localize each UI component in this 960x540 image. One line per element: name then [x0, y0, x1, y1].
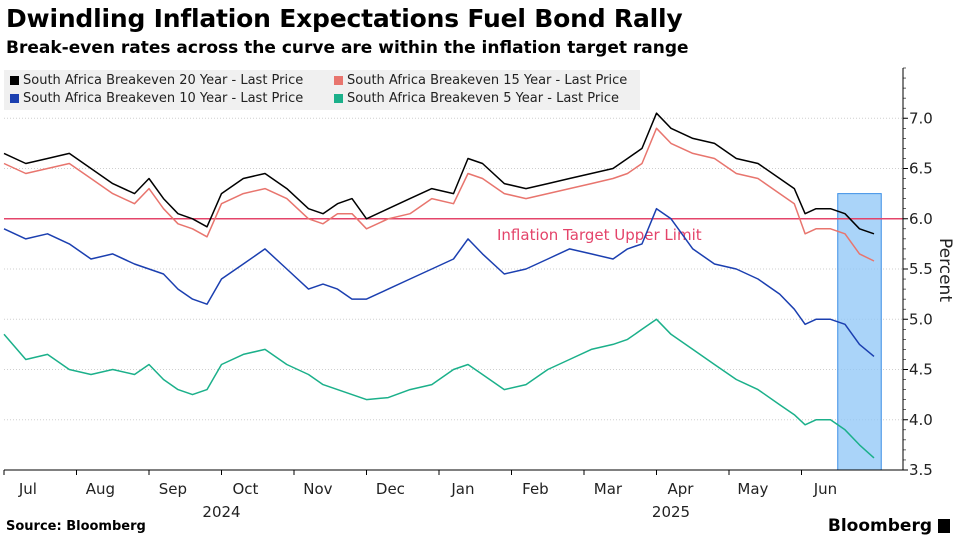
legend: South Africa Breakeven 20 Year - Last Pr…: [4, 70, 640, 110]
series-line: [3, 318, 875, 459]
highlight-box: [837, 193, 882, 471]
y-tick-label: 6.0: [909, 210, 933, 228]
series-line: [3, 207, 875, 357]
x-tick-label: Oct: [232, 480, 258, 498]
x-tick-label: Nov: [303, 480, 332, 498]
y-tick-label: 4.0: [909, 411, 933, 429]
y-tick-label: 3.5: [909, 461, 933, 479]
legend-label-20y: South Africa Breakeven 20 Year - Last Pr…: [23, 73, 304, 88]
x-tick-label: Aug: [86, 480, 115, 498]
legend-label-10y: South Africa Breakeven 10 Year - Last Pr…: [23, 91, 304, 106]
legend-item-20y: South Africa Breakeven 20 Year - Last Pr…: [10, 73, 303, 88]
x-tick-label: Dec: [376, 480, 405, 498]
x-tick-label: Mar: [594, 480, 623, 498]
legend-item-5y: South Africa Breakeven 5 Year - Last Pri…: [334, 91, 619, 106]
y-tick-label: 6.5: [909, 160, 933, 178]
x-tick-label: May: [737, 480, 768, 498]
x-tick-label: Sep: [159, 480, 187, 498]
y-axis-label: Percent: [935, 238, 955, 302]
chart-subtitle: Break-even rates across the curve are wi…: [6, 38, 689, 58]
series-line: [3, 112, 875, 235]
brand-terminal-icon: [938, 519, 950, 533]
x-tick-label: Jan: [450, 480, 474, 498]
series-line: [3, 127, 875, 262]
y-tick-label: 4.5: [909, 361, 933, 379]
brand-name: Bloomberg: [827, 516, 932, 536]
legend-label-5y: South Africa Breakeven 5 Year - Last Pri…: [347, 91, 619, 106]
x-year-label: 2025: [652, 503, 690, 521]
y-tick-label: 5.0: [909, 310, 933, 328]
legend-swatch-15y: [334, 76, 343, 85]
x-tick-label: Apr: [667, 480, 694, 498]
x-tick-label: Feb: [522, 480, 549, 498]
y-tick-label: 7.0: [909, 109, 933, 127]
source-note: Source: Bloomberg: [6, 519, 146, 534]
reference-line-label: Inflation Target Upper Limit: [497, 226, 702, 244]
brand-logo: Bloomberg: [828, 516, 950, 536]
legend-swatch-5y: [334, 94, 343, 103]
x-tick-label: Jul: [18, 480, 37, 498]
chart-title: Dwindling Inflation Expectations Fuel Bo…: [6, 4, 683, 33]
x-tick-label: Jun: [813, 480, 837, 498]
legend-swatch-20y: [10, 76, 19, 85]
y-tick-label: 5.5: [909, 260, 933, 278]
legend-item-15y: South Africa Breakeven 15 Year - Last Pr…: [334, 73, 627, 88]
x-year-label: 2024: [202, 503, 240, 521]
legend-item-10y: South Africa Breakeven 10 Year - Last Pr…: [10, 91, 303, 106]
legend-label-15y: South Africa Breakeven 15 Year - Last Pr…: [347, 73, 628, 88]
legend-swatch-10y: [10, 94, 19, 103]
